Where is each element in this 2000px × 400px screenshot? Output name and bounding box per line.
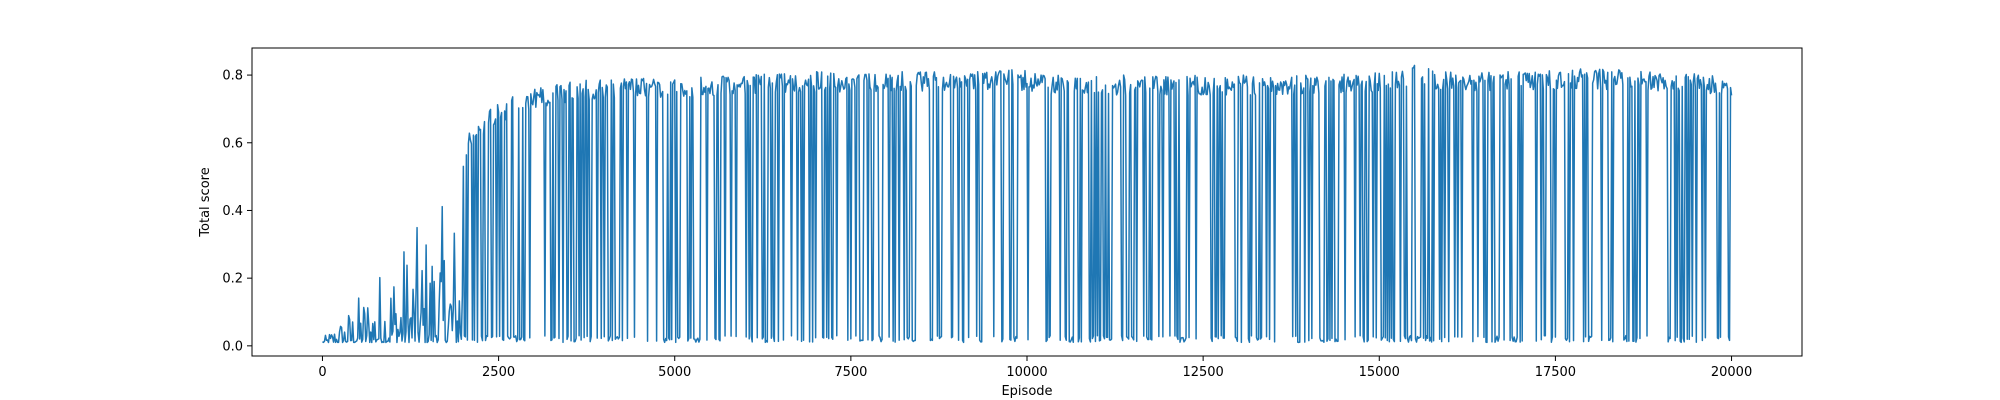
x-tick-label: 7500 (834, 365, 867, 380)
score-series-line (322, 64, 1733, 344)
x-axis-label: Episode (1001, 384, 1052, 399)
y-tick-label: 0.2 (222, 272, 243, 287)
x-tick-label: 17500 (1535, 365, 1576, 380)
x-tick-label: 2500 (482, 365, 515, 380)
plot-area (322, 64, 1733, 344)
x-tick-label: 5000 (658, 365, 691, 380)
x-tick-label: 15000 (1359, 365, 1400, 380)
x-tick-label: 12500 (1182, 365, 1223, 380)
y-tick-label: 0.4 (222, 204, 243, 219)
y-axis: 0.0 0.2 0.4 0.6 0.8 (222, 69, 252, 354)
x-tick-label: 20000 (1711, 365, 1752, 380)
y-axis-label: Total score (198, 167, 213, 237)
y-tick-label: 0.0 (222, 339, 243, 354)
x-tick-label: 10000 (1006, 365, 1047, 380)
y-tick-label: 0.6 (222, 136, 243, 151)
x-tick-label: 0 (318, 365, 326, 380)
x-axis: 0 2500 5000 7500 10000 12500 15000 17500 20000 (318, 356, 1752, 380)
y-tick-label: 0.8 (222, 69, 243, 84)
